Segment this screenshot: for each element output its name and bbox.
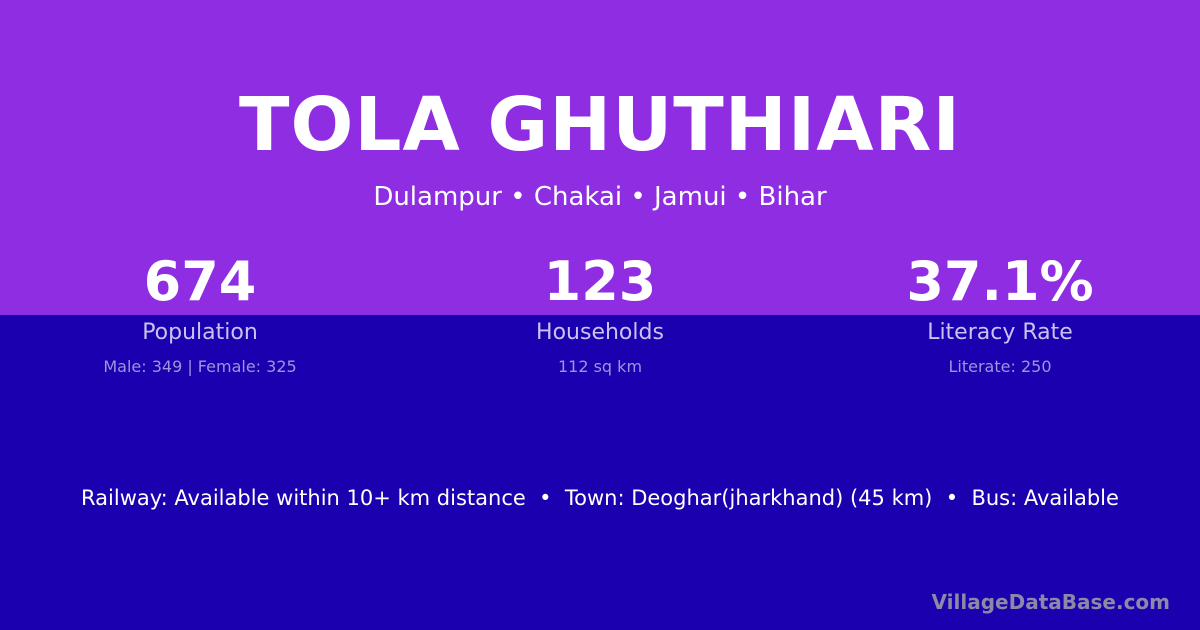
brand-watermark: VillageDataBase.com [931,590,1170,614]
location-breadcrumb: Dulampur • Chakai • Jamui • Bihar [373,182,827,212]
stat-detail: Male: 349 | Female: 325 [103,357,297,376]
header-band [0,0,1200,315]
connectivity-info: Railway: Available within 10+ km distanc… [81,486,1119,510]
stat-population: 674 Population Male: 349 | Female: 325 [0,250,400,376]
stat-literacy: 37.1% Literacy Rate Literate: 250 [800,250,1200,376]
stat-detail: 112 sq km [557,357,643,376]
village-title: TOLA GHUTHIARI [238,82,962,168]
stat-label: Literacy Rate [927,320,1073,345]
stat-label: Population [142,320,258,345]
stat-value: 37.1% [906,250,1094,313]
footer-band [0,315,1200,630]
stat-detail: Literate: 250 [948,357,1052,376]
stat-value: 674 [143,250,257,313]
stat-label: Households [536,320,664,345]
stat-households: 123 Households 112 sq km [400,250,800,376]
stat-value: 123 [543,250,657,313]
